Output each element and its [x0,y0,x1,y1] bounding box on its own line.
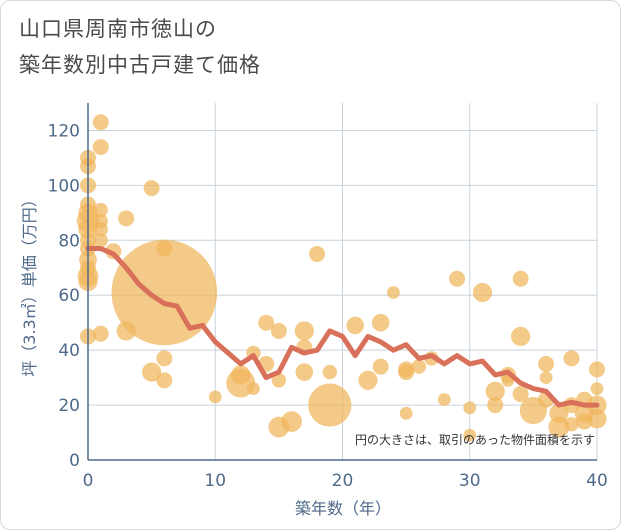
x-tick-label: 10 [204,471,226,491]
chart-title-line2: 築年数別中古戸建て価格 [19,53,261,77]
data-bubble [118,210,135,227]
y-tick-label: 60 [58,286,80,306]
x-tick-label: 30 [459,471,481,491]
data-bubble [271,373,287,388]
data-bubble [294,321,314,341]
average-price-line [85,246,600,408]
data-bubble [92,325,109,342]
data-bubble [92,138,109,155]
data-bubble [270,322,287,339]
data-bubble [143,180,160,197]
data-bubble [437,393,451,406]
data-bubble [372,358,389,375]
data-bubble [563,350,580,367]
data-bubble [156,240,173,257]
y-tick-label: 120 [48,121,80,141]
data-bubble [92,114,109,131]
data-bubble [295,363,314,381]
x-tick-label: 40 [586,471,608,491]
data-bubble [512,386,529,403]
data-bubble [590,382,604,395]
data-bubble [463,428,477,442]
data-bubble [485,381,505,401]
data-bubble [142,362,162,382]
data-bubble [93,233,108,248]
data-bubble [309,246,326,263]
y-tick-label: 20 [58,396,80,416]
x-tick-label: 20 [332,471,354,491]
data-bubble [587,409,607,429]
data-bubble [511,326,531,347]
data-bubble [398,364,415,381]
data-bubble [93,222,108,237]
x-axis-label: 築年数（年） [295,499,391,518]
axes [87,103,597,461]
data-bubble [208,390,222,404]
data-bubble [411,359,427,374]
chart-title-line1: 山口県周南市徳山の [19,17,217,41]
data-bubble [281,411,302,432]
data-bubble [156,350,173,367]
data-bubble [156,372,173,389]
y-axis-label: 坪（3.3㎡）単価（万円） [20,191,39,376]
y-tick-label: 0 [69,451,80,471]
data-bubble [472,282,493,303]
data-bubble [487,397,504,414]
data-bubble [258,314,275,331]
y-tick-label: 100 [48,176,80,196]
x-tick-label: 0 [83,471,94,491]
data-bubble [322,364,337,380]
data-bubble [449,270,466,287]
data-bubble [512,270,529,287]
tick-labels: 0 10 20 30 40 0 20 40 60 80 100 120 [48,121,608,491]
data-bubble [564,417,579,432]
y-tick-label: 40 [58,341,80,361]
data-bubble [93,202,108,218]
data-bubble [346,316,365,335]
y-tick-label: 80 [58,231,80,251]
data-bubble [247,382,260,395]
data-bubble [463,401,477,415]
size-annotation: 円の大きさは、取引のあった物件面積を示す [355,432,595,447]
data-bubble [387,286,400,299]
bubble-layer [76,114,607,442]
data-bubble [371,313,390,332]
data-bubble [111,239,218,346]
data-bubble [358,370,378,390]
data-bubble [308,383,352,427]
data-bubble [539,371,553,385]
data-bubble [589,361,605,378]
data-bubble [399,406,413,420]
data-bubble [548,416,570,438]
data-bubble [538,355,555,372]
